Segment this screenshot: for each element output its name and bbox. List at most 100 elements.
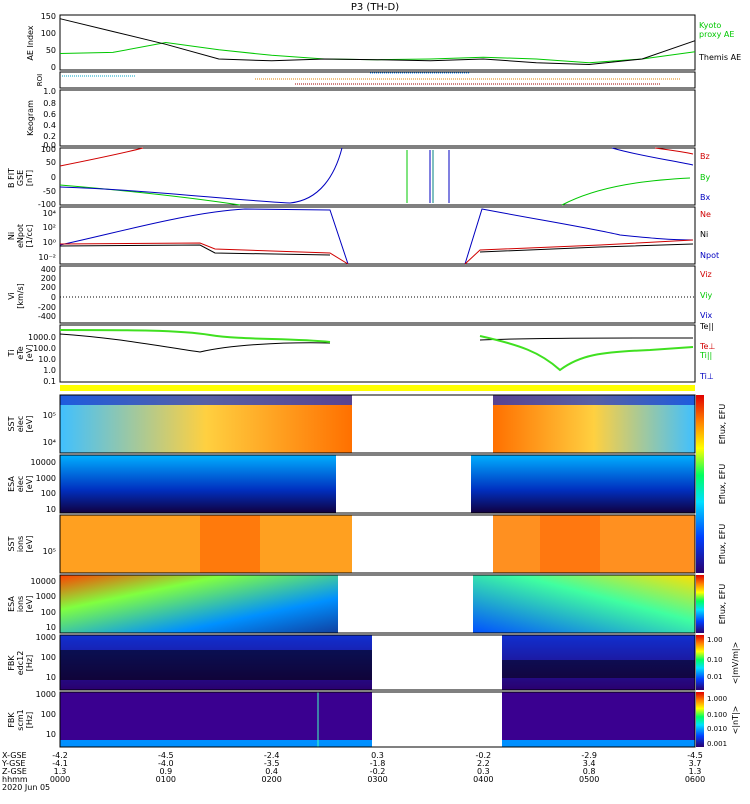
ssti-tick-1e5: 10⁵ [43, 547, 56, 556]
time-axis-label: -1.8 [370, 759, 386, 768]
panel-sst-electron: 10⁵ 10⁴ SST elec [eV] [7, 394, 696, 454]
fbk1-ylabel-3: [Hz] [25, 655, 34, 671]
cb6-tick-2: 0.010 [707, 725, 727, 733]
t-ylabel-2: eTe [16, 346, 25, 359]
time-axis-label: 0.8 [583, 767, 596, 776]
esai-tick-10: 10 [46, 623, 56, 632]
t-tick-1000: 1000.0 [28, 333, 56, 342]
time-axis-label: 0600 [685, 775, 705, 784]
legend-themis: Themis AE [698, 53, 741, 62]
panel-velocity: 400 200 200 0 -200 -400 Vi [km/s] Viz Vi… [7, 265, 713, 324]
time-axis-label: -3.5 [264, 759, 280, 768]
row-label-2: Z-GSE [2, 767, 27, 776]
cb2-label: Eflux, EFU [718, 464, 727, 505]
legend-viz: Viz [700, 270, 712, 279]
t-ylabel-1: Ti [7, 350, 16, 358]
esai-ylabel-2: ions [16, 596, 25, 612]
panel-density: 10⁴ 10² 10⁰ 10⁻² Ni eNpot [1/cc] Ne Ni N… [7, 206, 719, 265]
cb3-label: Eflux, EFU [718, 524, 727, 565]
panel-temperature: 1000.0 100.0 10.0 1.0 0.1 Ti eTe [eV] Te… [7, 322, 715, 386]
time-axis-label: 3.7 [689, 759, 702, 768]
ni-line [59, 208, 694, 265]
legend-tepar: Te|| [699, 322, 714, 331]
keo-tick-04: 0.4 [43, 121, 56, 130]
fbk2-tick-100: 100 [41, 710, 56, 719]
colorbar-mvm [696, 635, 704, 690]
b-ylabel-2: GSE [16, 170, 25, 186]
legend-tiperp: Ti⊥ [699, 372, 714, 381]
cb5-label: <|mV/m|> [731, 642, 740, 685]
time-axis-label: 0.3 [477, 767, 490, 776]
v-tick-400: 400 [41, 265, 56, 274]
panel-ae-index: 150 100 50 0 AE Index Kyoto proxy AE The… [26, 12, 741, 72]
keo-tick-1: 1.0 [43, 87, 56, 96]
t-tick-1: 1.0 [43, 366, 56, 375]
time-axis-label: -2.4 [264, 751, 280, 760]
esai-tick-1000: 1000 [36, 592, 56, 601]
ae-tick-100: 100 [41, 29, 56, 38]
fbk2-tick-1000: 1000 [36, 690, 56, 699]
v-tick-m200: -200 [38, 303, 56, 312]
time-axis-label: 0.9 [159, 767, 172, 776]
b-tick-100: 100 [41, 145, 56, 154]
legend-kyoto: Kyoto [699, 21, 721, 30]
b-tick-m50: -50 [43, 187, 56, 196]
time-axis-label: 0400 [473, 775, 493, 784]
legend-kyoto-2: proxy AE [699, 30, 734, 39]
b-tick-50: 50 [46, 158, 56, 167]
ae-ylabel: AE Index [26, 25, 35, 60]
row-label-0: X-GSE [2, 751, 27, 760]
time-axis-label: -4.1 [52, 759, 68, 768]
legend-bz: Bz [700, 152, 710, 161]
time-axis-label: -4.2 [52, 751, 68, 760]
row-label-3: hhmm [2, 775, 28, 784]
time-axis-label: 1.3 [54, 767, 67, 776]
keo-tick-0: 0.0 [43, 141, 56, 150]
cb5-tick-0: 1.00 [707, 636, 723, 644]
cb5-tick-2: 0.01 [707, 673, 723, 681]
n-ylabel-2: eNpot [16, 224, 25, 248]
b-ylabel-1: B FIT [7, 168, 16, 188]
legend-tipar: Ti|| [699, 351, 712, 360]
keo-tick-08: 0.8 [43, 99, 56, 108]
fbk2-tick-10: 10 [46, 730, 56, 739]
cb5-tick-1: 0.10 [707, 656, 723, 664]
ae-tick-0: 0 [51, 63, 56, 72]
esae-tick-1000: 1000 [36, 474, 56, 483]
fbk2-ylabel-2: scm1 [16, 709, 25, 730]
time-axis-label: 0.3 [371, 751, 384, 760]
b-tick-0: 0 [51, 173, 56, 182]
fbk1-ylabel-2: edc12 [16, 651, 25, 676]
time-axis-label: 1.3 [689, 767, 702, 776]
legend-teperp: Te⊥ [699, 342, 715, 351]
n-ylabel-1: Ni [7, 232, 16, 240]
sste-ylabel-2: elec [16, 416, 25, 432]
panel-fbk-scm1: 1000 100 10 FBK scm1 [Hz] [7, 690, 696, 748]
ssti-ylabel-3: [eV] [25, 536, 34, 553]
t-tick-10: 10.0 [38, 355, 56, 364]
time-axis-label: 0500 [579, 775, 599, 784]
time-axis-label: -0.2 [476, 751, 492, 760]
n-tick-1em2: 10⁻² [38, 253, 56, 262]
n-tick-1e4: 10⁴ [43, 209, 56, 218]
sste-ylabel-1: SST [7, 416, 16, 431]
keogram-ylabel: Keogram [26, 100, 35, 136]
panel-fbk-edc12: 1000 100 10 FBK edc12 [Hz] [7, 633, 696, 691]
colorbar-eflux [696, 395, 704, 573]
panel-bfield: 100 50 0 -50 -100 B FIT GSE [nT] Bz By B… [7, 145, 710, 209]
legend-bx: Bx [700, 193, 710, 202]
esae-tick-10: 10 [46, 505, 56, 514]
sste-tick-1e5: 10⁵ [43, 411, 56, 420]
time-axis-label: 3.4 [583, 759, 596, 768]
esae-ylabel-2: elec [16, 476, 25, 492]
bz-line [59, 147, 144, 167]
npot-line [59, 243, 694, 256]
ti-line [59, 329, 694, 372]
esai-tick-100: 100 [41, 608, 56, 617]
legend-viy: Viy [700, 291, 713, 300]
fbk1-tick-1000: 1000 [36, 633, 56, 642]
v-tick-200: 200 [41, 283, 56, 292]
time-axis-label: -4.0 [158, 759, 174, 768]
fbk2-ylabel-3: [Hz] [25, 712, 34, 728]
